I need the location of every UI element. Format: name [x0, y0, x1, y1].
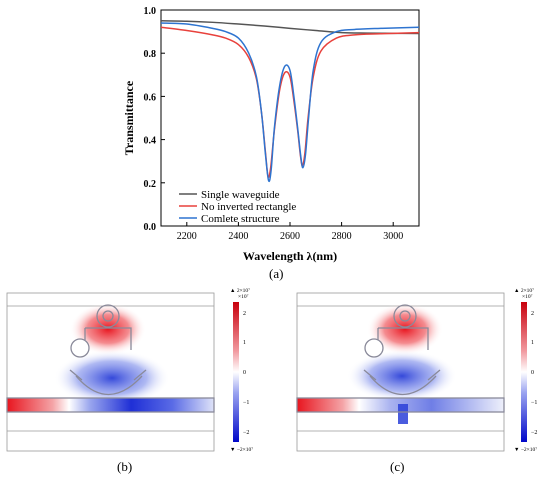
series-line: [160, 26, 420, 178]
colorbar-c-tick: 1: [531, 340, 534, 346]
colorbar-b-max: ▲ 2×10⁷: [230, 288, 250, 294]
panel-label-a: (a): [269, 266, 284, 281]
panel-label-c: (c): [390, 459, 405, 474]
blue-field-lobe: [347, 350, 457, 402]
red-field-lobe: [70, 303, 146, 355]
transmittance-chart: 2200 2400 2600 2800 3000 0.00.20.40.60.81.0 …: [122, 6, 420, 263]
colorbar-c-tick: 2: [531, 311, 534, 317]
colorbar-c-exponent: ×10⁷: [522, 294, 533, 300]
colorbar-b-tick: −2: [243, 430, 249, 436]
colorbar-b-tick: −1: [243, 400, 249, 406]
colorbar-c-tick: 0: [531, 370, 534, 376]
legend: Single waveguide No inverted rectangle C…: [179, 189, 296, 225]
legend-label-no-inverted: No inverted rectangle: [201, 201, 296, 213]
y-axis-label: Transmittance: [122, 80, 136, 155]
inverted-rectangle-field: [398, 404, 408, 424]
panel-label-b: (b): [117, 459, 133, 474]
colorbar-c-tick: −2: [531, 430, 537, 436]
x-tick-label: 2200: [177, 231, 197, 242]
red-field-lobe: [367, 303, 443, 355]
colorbar-b: ▲ 2×10⁷ ×10⁷ 2 1 0 −1 −2 ▼ −2×10⁷: [230, 288, 253, 453]
resonator-outline: [296, 304, 505, 413]
bus-waveguide: [7, 398, 214, 412]
series-lines: [160, 20, 420, 183]
colorbar-c-tick: −1: [531, 400, 537, 406]
colorbar-c-min: ▼ −2×10⁷: [514, 447, 537, 453]
y-axis: 0.0 0.2 0.4 0.6 0.8 1.0: [144, 6, 165, 233]
series-line: [160, 20, 420, 35]
series-line: [160, 22, 420, 183]
plot-frame: [160, 9, 420, 227]
colorbar-b-exponent: ×10⁷: [238, 294, 249, 300]
field-map-c: [296, 292, 505, 452]
colorbar-b-min: ▼ −2×10⁷: [230, 447, 253, 453]
x-axis-label: Wavelength λ(nm): [243, 249, 337, 263]
legend-label-single: Single waveguide: [201, 189, 280, 201]
colorbar-b-tick: 0: [243, 370, 246, 376]
colorbar-b-gradient: [233, 302, 239, 442]
x-tick-label: 2600: [280, 231, 300, 242]
y-tick-label: 0.6: [144, 92, 157, 103]
field-map-b: [6, 292, 215, 452]
y-tick-label: 0.2: [144, 179, 157, 190]
colorbar-b-tick: 1: [243, 340, 246, 346]
colorbar-c-max: ▲ 2×10⁷: [514, 288, 534, 294]
colorbar-c-gradient: [521, 302, 527, 442]
resonator-outline: [6, 304, 215, 413]
y-tick-label: 0.8: [144, 49, 157, 60]
x-tick-label: 2400: [228, 231, 248, 242]
legend-label-complete: Comlete structure: [201, 213, 280, 225]
y-tick-label: 0.4: [144, 136, 157, 147]
x-axis: 2200 2400 2600 2800 3000: [177, 222, 403, 242]
x-tick-label: 2800: [332, 231, 352, 242]
colorbar-b-tick: 2: [243, 311, 246, 317]
blue-field-lobe: [54, 350, 170, 406]
colorbar-c: ▲ 2×10⁷ ×10⁷ 2 1 0 −1 −2 ▼ −2×10⁷: [514, 288, 537, 453]
y-tick-label: 0.0: [144, 222, 157, 233]
x-tick-label: 3000: [383, 231, 403, 242]
y-tick-label: 1.0: [144, 6, 157, 17]
